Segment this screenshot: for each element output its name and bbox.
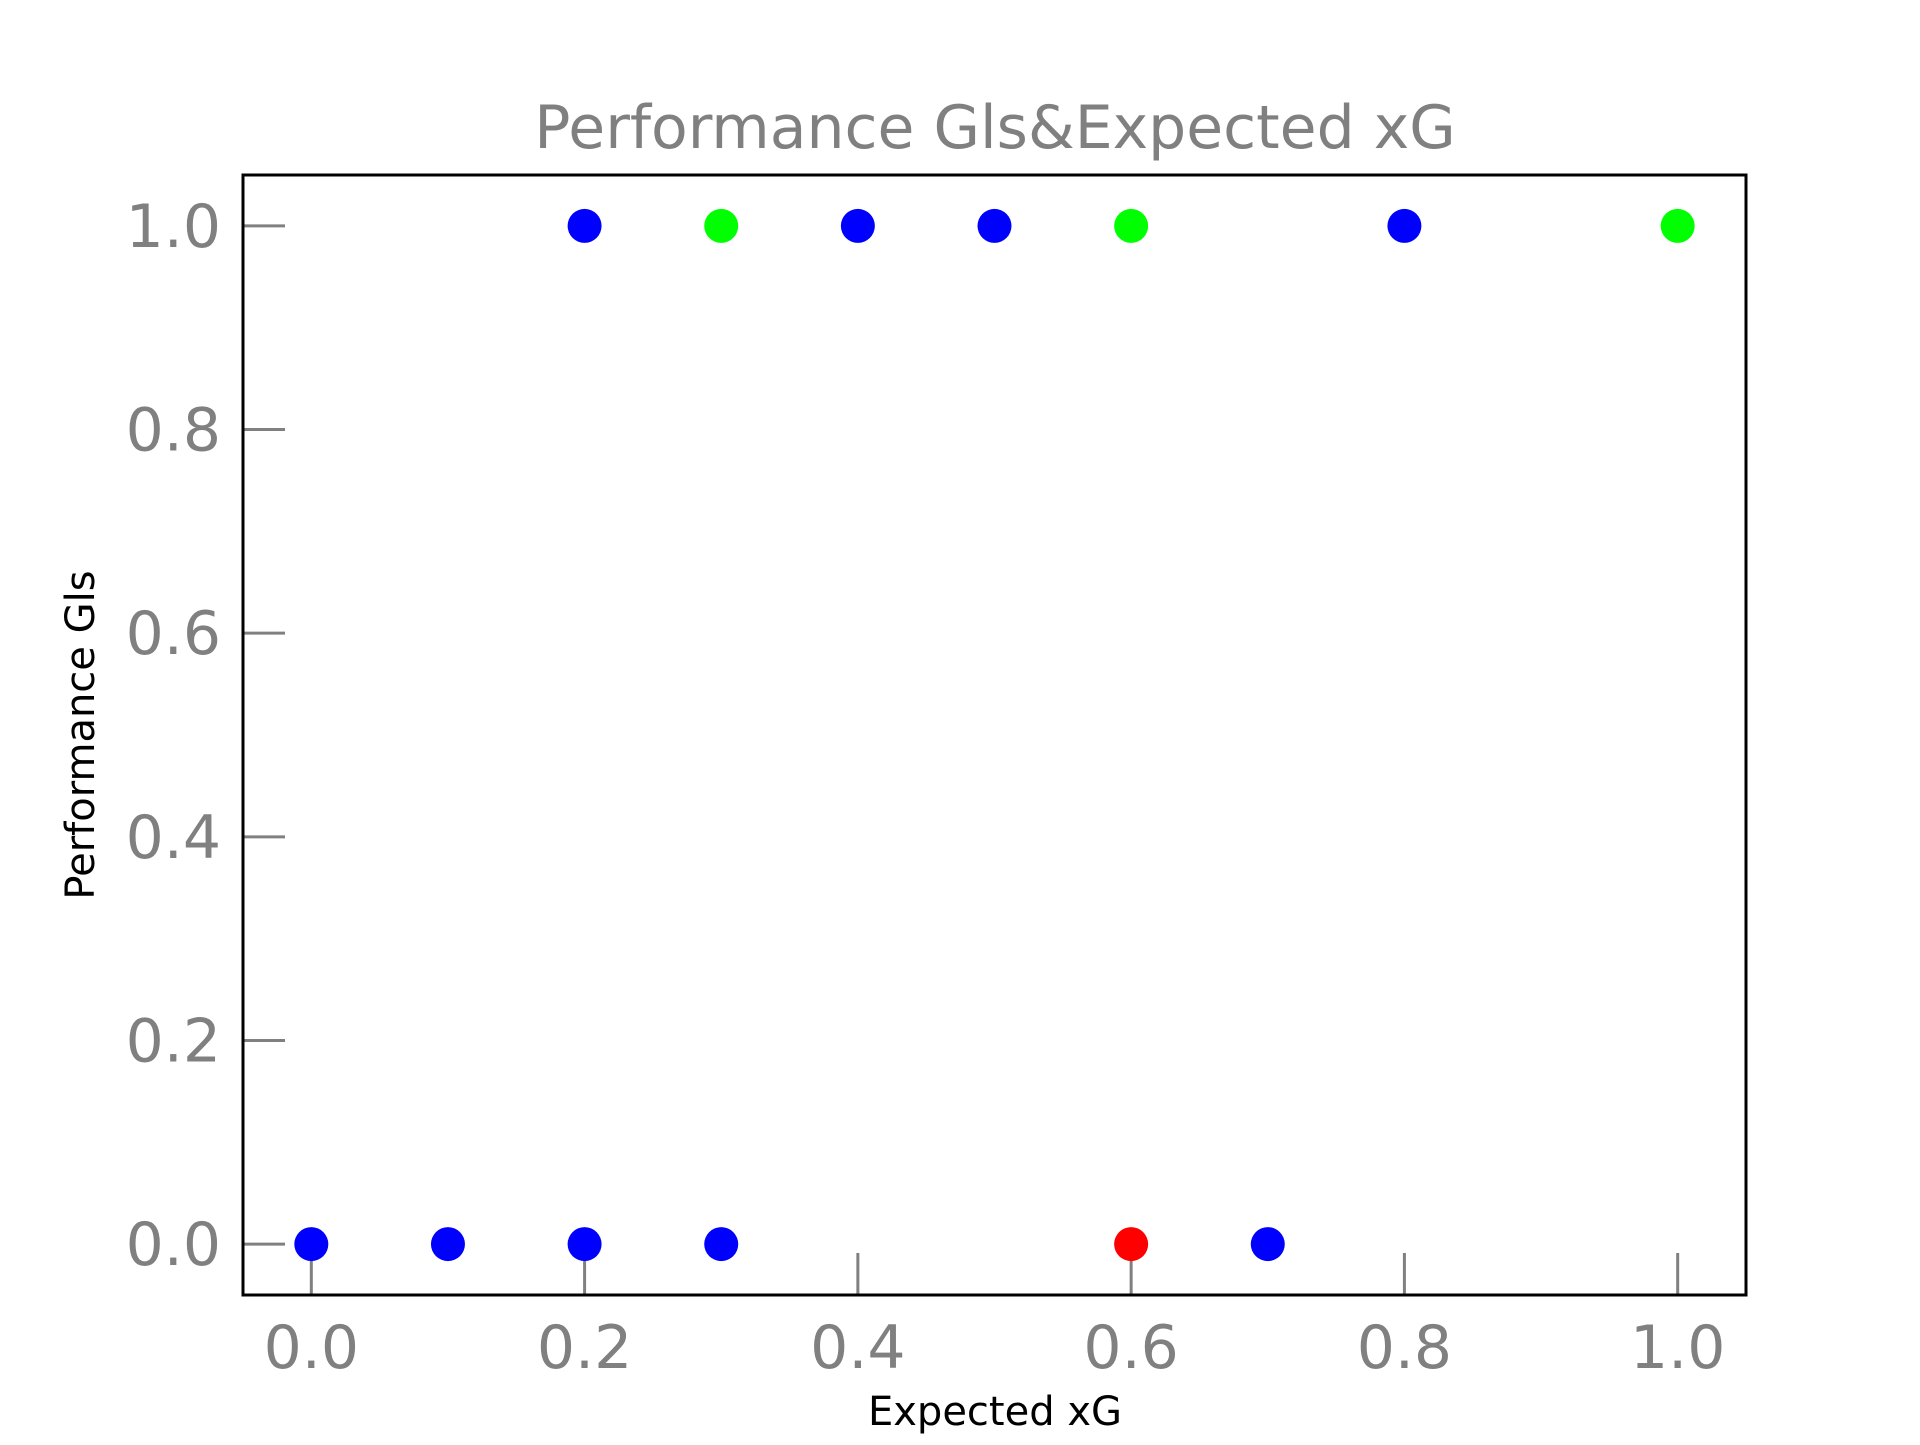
data-point: [840, 208, 875, 243]
data-point: [977, 208, 1012, 243]
x-tick-label: 1.0: [1630, 1313, 1725, 1383]
x-tick-label: 0.6: [1083, 1313, 1178, 1383]
x-tick-label: 0.0: [264, 1313, 359, 1383]
y-tick-label: 1.0: [126, 192, 221, 262]
x-tick-label: 0.4: [810, 1313, 905, 1383]
plot-frame: [241, 173, 1748, 1297]
data-point: [294, 1227, 329, 1262]
data-point: [567, 1227, 602, 1262]
data-point: [704, 1227, 739, 1262]
tick-layer: 0.0 0.2 0.4 0.6 0.8 1.0 0.0 0.2 0.4 0.6 0.8 1.0: [126, 192, 1726, 1383]
chart-title: Performance Gls&Expected xG: [534, 93, 1456, 163]
data-point: [430, 1227, 465, 1262]
point-layer: [294, 208, 1695, 1262]
x-tick-label: 0.2: [537, 1313, 632, 1383]
y-axis-label: Performance Gls: [58, 570, 104, 899]
data-point: [1660, 208, 1695, 243]
y-tick-label: 0.8: [126, 396, 221, 466]
data-point: [1114, 1227, 1149, 1262]
y-tick-label: 0.0: [126, 1210, 221, 1280]
data-point: [704, 208, 739, 243]
x-axis-label: Expected xG: [868, 1389, 1122, 1435]
y-tick-label: 0.2: [126, 1006, 221, 1076]
y-tick-label: 0.6: [126, 599, 221, 669]
data-point: [1250, 1227, 1285, 1262]
data-point: [567, 208, 602, 243]
y-tick-label: 0.4: [126, 803, 221, 873]
data-point: [1387, 208, 1422, 243]
data-point: [1114, 208, 1149, 243]
x-tick-label: 0.8: [1357, 1313, 1452, 1383]
